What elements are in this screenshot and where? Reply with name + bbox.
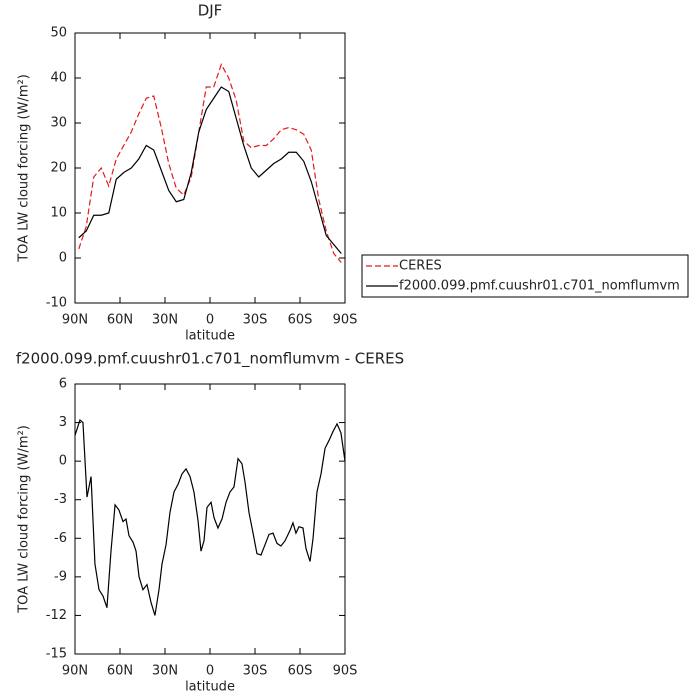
data-line — [78, 86, 342, 254]
y-tick-label: -10 — [46, 296, 67, 311]
data-line — [74, 418, 346, 616]
x-tick-label: 90N — [62, 313, 88, 328]
x-tick-label: 30S — [243, 664, 268, 679]
chart-title: DJF — [198, 2, 223, 20]
x-tick-label: 30N — [152, 313, 178, 328]
data-line — [78, 63, 342, 263]
legend-box — [361, 254, 689, 298]
y-tick-label: -15 — [46, 647, 67, 662]
y-axis-label: TOA LW cloud forcing (W/m²) — [17, 425, 32, 614]
y-tick-label: 10 — [50, 206, 67, 221]
x-tick-label: 60S — [288, 664, 313, 679]
x-tick-label: 30N — [152, 664, 178, 679]
x-axis-label: latitude — [185, 680, 235, 695]
x-tick-label: 60N — [107, 313, 133, 328]
y-tick-label: 3 — [59, 415, 67, 430]
y-tick-label: 40 — [50, 71, 67, 86]
x-tick-label: 60S — [288, 313, 313, 328]
y-tick-label: 6 — [59, 377, 67, 392]
legend-label: CERES — [399, 259, 442, 274]
y-tick-label: 30 — [50, 116, 67, 131]
x-tick-label: 30S — [243, 313, 268, 328]
x-tick-label: 90S — [333, 664, 358, 679]
chart-title: f2000.099.pmf.cuushr01.c701_nomflumvm - … — [16, 350, 404, 369]
x-axis-label: latitude — [185, 329, 235, 344]
legend-label: f2000.099.pmf.cuushr01.c701_nomflumvm — [399, 279, 680, 294]
x-tick-label: 0 — [206, 313, 214, 328]
y-tick-label: 50 — [50, 26, 67, 41]
y-tick-label: -6 — [54, 531, 67, 546]
plot-frame — [74, 32, 346, 304]
y-tick-label: -3 — [54, 492, 67, 507]
x-tick-label: 60N — [107, 664, 133, 679]
x-tick-label: 0 — [206, 664, 214, 679]
y-tick-label: 20 — [50, 161, 67, 176]
y-tick-label: 0 — [59, 454, 67, 469]
y-tick-label: -9 — [54, 569, 67, 584]
y-tick-label: 0 — [59, 251, 67, 266]
y-tick-label: -12 — [46, 608, 67, 623]
y-axis-label: TOA LW cloud forcing (W/m²) — [17, 74, 32, 263]
x-tick-label: 90S — [333, 313, 358, 328]
plot-frame — [74, 383, 346, 655]
x-tick-label: 90N — [62, 664, 88, 679]
